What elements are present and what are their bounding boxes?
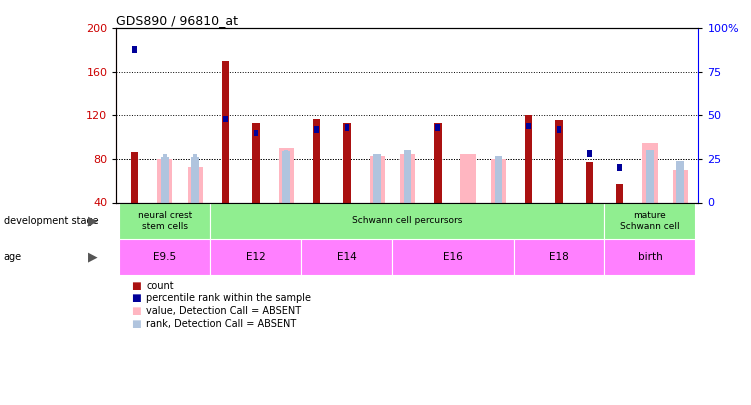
Bar <box>223 116 228 122</box>
Text: Schwann cell percursors: Schwann cell percursors <box>352 216 463 225</box>
Bar <box>617 164 622 171</box>
Bar <box>392 239 514 275</box>
Text: E14: E14 <box>337 252 357 262</box>
Text: neural crest
stem cells: neural crest stem cells <box>137 211 192 231</box>
Bar <box>192 157 199 202</box>
Bar <box>436 124 440 131</box>
Text: E9.5: E9.5 <box>153 252 176 262</box>
Bar <box>525 115 532 202</box>
Bar <box>254 130 258 136</box>
Bar <box>403 150 412 202</box>
Bar <box>131 152 138 202</box>
Bar <box>119 202 210 239</box>
Bar <box>605 202 695 239</box>
Bar <box>345 124 349 131</box>
Text: age: age <box>4 252 22 262</box>
Bar <box>556 126 561 132</box>
Bar <box>605 239 695 275</box>
Bar <box>210 202 605 239</box>
Bar <box>279 148 294 202</box>
Bar <box>495 156 502 202</box>
Bar <box>616 184 623 202</box>
Text: E18: E18 <box>549 252 569 262</box>
Text: birth: birth <box>638 252 662 262</box>
Bar <box>586 162 593 202</box>
Text: ■: ■ <box>131 294 141 303</box>
Bar <box>369 156 385 202</box>
Bar <box>373 153 381 202</box>
Bar <box>284 151 288 157</box>
Bar <box>460 153 475 202</box>
Bar <box>193 154 198 160</box>
Bar <box>647 151 652 157</box>
Bar <box>222 61 229 202</box>
Text: rank, Detection Call = ABSENT: rank, Detection Call = ABSENT <box>146 320 297 329</box>
Bar <box>210 239 301 275</box>
Text: GDS890 / 96810_at: GDS890 / 96810_at <box>116 14 238 27</box>
Text: ■: ■ <box>131 307 141 316</box>
Bar <box>496 161 501 167</box>
Bar <box>673 170 688 202</box>
Text: value, Detection Call = ABSENT: value, Detection Call = ABSENT <box>146 307 302 316</box>
Bar <box>301 239 392 275</box>
Text: ▶: ▶ <box>88 251 98 264</box>
Bar <box>678 164 683 171</box>
Bar <box>646 150 653 202</box>
Bar <box>282 151 290 202</box>
Text: ■: ■ <box>131 281 141 290</box>
Bar <box>161 157 169 202</box>
Bar <box>119 239 210 275</box>
Text: ■: ■ <box>131 320 141 329</box>
Bar <box>163 154 167 160</box>
Bar <box>375 161 379 167</box>
Bar <box>157 159 173 202</box>
Bar <box>132 46 137 53</box>
Bar <box>188 166 203 202</box>
Bar <box>491 159 506 202</box>
Bar <box>252 123 260 202</box>
Text: development stage: development stage <box>4 216 98 226</box>
Bar <box>555 120 562 202</box>
Bar <box>642 143 658 202</box>
Bar <box>312 119 320 202</box>
Text: count: count <box>146 281 174 290</box>
Bar <box>314 126 318 132</box>
Bar <box>514 239 605 275</box>
Bar <box>405 159 410 166</box>
Bar <box>343 123 351 202</box>
Text: percentile rank within the sample: percentile rank within the sample <box>146 294 312 303</box>
Text: E16: E16 <box>443 252 463 262</box>
Text: E12: E12 <box>246 252 266 262</box>
Bar <box>400 153 415 202</box>
Text: mature
Schwann cell: mature Schwann cell <box>620 211 680 231</box>
Bar <box>526 123 531 129</box>
Bar <box>677 161 684 202</box>
Bar <box>587 151 592 157</box>
Text: ▶: ▶ <box>88 214 98 227</box>
Bar <box>434 123 442 202</box>
